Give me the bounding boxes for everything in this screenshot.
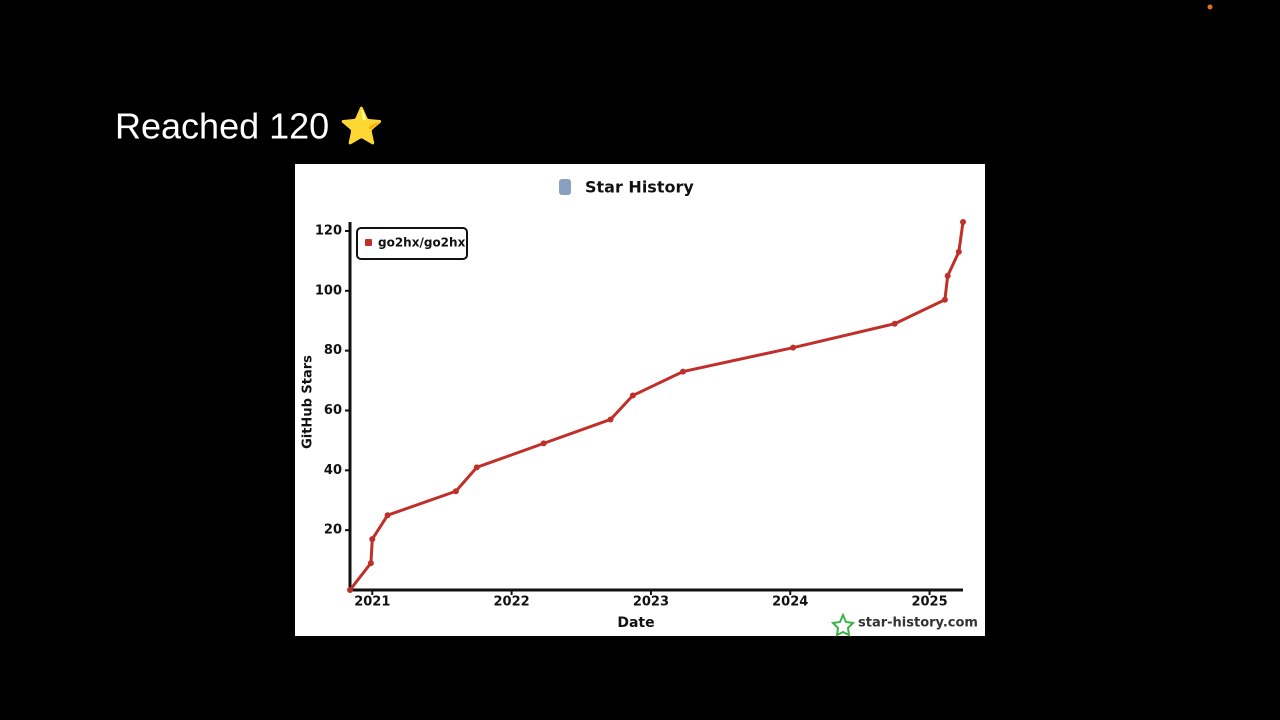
y-tick-label: 120: [315, 223, 342, 238]
point: [891, 320, 898, 327]
point: [540, 440, 547, 447]
point: [944, 272, 951, 279]
watermark-icon: [830, 612, 856, 637]
x-tick-label: 2024: [772, 595, 808, 610]
point: [452, 488, 459, 495]
point: [941, 296, 948, 303]
legend-swatch: [365, 239, 372, 246]
dot: [1207, 4, 1213, 10]
point: [473, 464, 480, 471]
title-icon: [559, 179, 571, 195]
x-tick-label: 2025: [911, 595, 947, 610]
y-tick-label: 40: [324, 463, 342, 478]
x-tick-label: 2021: [354, 595, 390, 610]
x-tick-label: 2022: [494, 595, 530, 610]
point: [955, 248, 962, 255]
y-tick-label: 100: [315, 283, 342, 298]
x-tick-label: 2023: [633, 595, 669, 610]
x-axis-label: Date: [617, 615, 654, 631]
point: [960, 219, 966, 225]
point: [367, 560, 374, 567]
point: [347, 587, 353, 593]
watermark: star-history.com: [858, 616, 978, 631]
point: [607, 416, 614, 423]
legend-box: [356, 227, 468, 260]
chart-title: Star History: [585, 178, 694, 197]
point: [629, 392, 636, 399]
slide-title: Reached 120 ⭐: [115, 106, 384, 147]
point: [369, 536, 376, 543]
y-tick-label: 60: [324, 403, 342, 418]
point: [790, 344, 797, 351]
point: [679, 368, 686, 375]
y-tick-label: 20: [324, 523, 342, 538]
line: [348, 221, 965, 591]
y-tick-label: 80: [324, 343, 342, 358]
legend-label: go2hx/go2hx: [378, 236, 466, 250]
y-axis-label: GitHub Stars: [301, 355, 316, 449]
point: [384, 512, 391, 519]
